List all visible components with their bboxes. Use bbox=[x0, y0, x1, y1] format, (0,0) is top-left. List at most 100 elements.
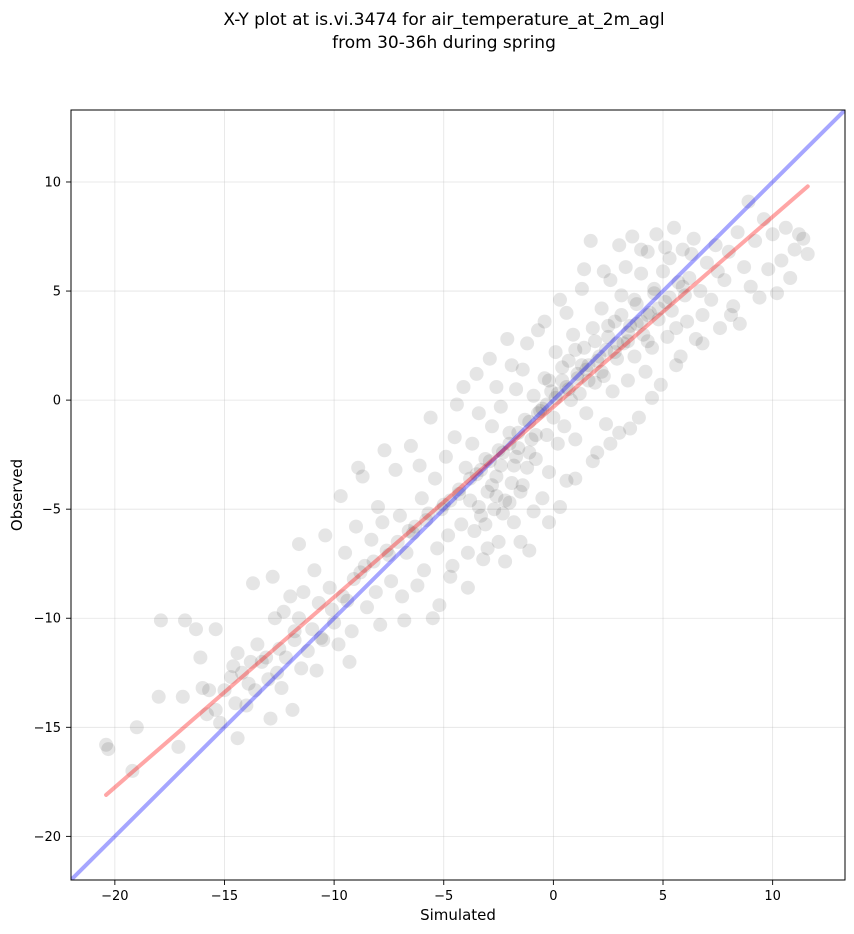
scatter-point bbox=[563, 393, 578, 408]
scatter-point bbox=[732, 316, 747, 331]
scatter-point bbox=[596, 264, 611, 279]
scatter-point bbox=[235, 665, 249, 680]
scatter-point bbox=[344, 624, 359, 639]
scatter-point bbox=[355, 469, 370, 484]
scatter-point bbox=[546, 410, 561, 425]
scatter-point bbox=[276, 604, 291, 619]
scatter-point bbox=[585, 321, 600, 336]
scatter-point bbox=[261, 672, 276, 687]
scatter-point bbox=[623, 318, 638, 333]
scatter-point bbox=[346, 572, 361, 586]
scatter-point bbox=[469, 467, 484, 482]
scatter-point bbox=[588, 334, 602, 349]
scatter-point bbox=[574, 358, 589, 373]
scatter-point bbox=[474, 462, 488, 477]
y-axis-label: Observed bbox=[8, 459, 26, 531]
scatter-point bbox=[533, 404, 548, 418]
scatter-point bbox=[493, 458, 508, 473]
scatter-point bbox=[129, 720, 144, 735]
scatter-point bbox=[401, 524, 416, 538]
scatter-point bbox=[522, 543, 537, 558]
scatter-point bbox=[522, 445, 537, 460]
scatter-point bbox=[704, 292, 719, 307]
scatter-point bbox=[535, 491, 550, 506]
y-tick-label: −10 bbox=[34, 612, 61, 627]
scatter-point bbox=[248, 683, 263, 698]
scatter-point bbox=[682, 271, 697, 285]
scatter-point bbox=[414, 491, 429, 506]
scatter-point bbox=[388, 462, 403, 477]
scatter-point bbox=[478, 517, 493, 532]
scatter-point bbox=[463, 493, 478, 508]
scatter-point bbox=[511, 425, 526, 440]
scatter-point bbox=[384, 574, 399, 589]
scatter-point bbox=[469, 366, 484, 381]
scatter-point bbox=[695, 336, 710, 351]
scatter-point bbox=[274, 681, 289, 695]
scatter-point bbox=[623, 421, 638, 436]
scatter-point bbox=[379, 543, 394, 558]
scatter-point bbox=[311, 596, 326, 610]
scatter-point bbox=[487, 502, 502, 517]
scatter-point bbox=[618, 260, 633, 275]
scatter-point bbox=[612, 425, 627, 440]
scatter-point bbox=[447, 430, 462, 445]
scatter-point bbox=[528, 428, 543, 442]
scatter-point bbox=[588, 375, 602, 390]
scatter-point bbox=[783, 271, 798, 285]
scatter-point bbox=[438, 449, 453, 464]
scatter-point bbox=[443, 569, 458, 584]
scatter-point bbox=[491, 534, 506, 549]
scatter-point bbox=[572, 386, 587, 401]
scatter-point bbox=[368, 585, 383, 600]
scatter-point bbox=[263, 711, 278, 726]
scatter-point bbox=[796, 231, 811, 246]
scatter-point bbox=[509, 449, 524, 464]
scatter-point bbox=[778, 220, 793, 235]
scatter-point bbox=[432, 598, 447, 613]
chart-title-line-1: X-Y plot at is.vi.3474 for air_temperatu… bbox=[223, 10, 664, 30]
scatter-point bbox=[243, 654, 258, 669]
scatter-point bbox=[557, 419, 572, 434]
scatter-point bbox=[535, 401, 550, 416]
scatter-point bbox=[349, 519, 363, 534]
scatter-point bbox=[548, 390, 563, 405]
scatter-point bbox=[467, 524, 482, 538]
scatter-point bbox=[456, 380, 471, 394]
scatter-point bbox=[680, 314, 695, 329]
scatter-point bbox=[574, 281, 589, 296]
scatter-point bbox=[620, 325, 635, 340]
scatter-point bbox=[555, 373, 570, 388]
scatter-point bbox=[502, 436, 517, 451]
scatter-point bbox=[408, 519, 423, 534]
x-tick-label: −5 bbox=[434, 889, 453, 904]
scatter-point bbox=[548, 345, 563, 360]
scatter-point bbox=[599, 417, 613, 432]
scatter-point bbox=[559, 305, 574, 320]
scatter-point bbox=[230, 731, 245, 746]
scatter-point bbox=[568, 432, 583, 447]
scatter-point bbox=[570, 371, 585, 386]
scatter-point bbox=[686, 231, 701, 246]
chart-title-line-2: from 30-36h during spring bbox=[332, 33, 556, 53]
x-tick-label: 10 bbox=[764, 889, 781, 904]
scatter-point bbox=[787, 242, 802, 257]
scatter-point bbox=[708, 238, 723, 253]
scatter-point bbox=[634, 242, 649, 257]
x-tick-label: 0 bbox=[549, 889, 557, 904]
scatter-point bbox=[498, 493, 513, 508]
scatter-point bbox=[338, 545, 353, 560]
scatter-point bbox=[601, 329, 616, 344]
scatter-point bbox=[526, 504, 541, 519]
scatter-point bbox=[327, 615, 342, 630]
scatter-point bbox=[688, 332, 703, 346]
scatter-point bbox=[314, 630, 328, 645]
scatter-point bbox=[770, 286, 784, 301]
scatter-point bbox=[528, 452, 543, 466]
scatter-point bbox=[662, 251, 677, 266]
scatter-point bbox=[485, 478, 499, 493]
scatter-point bbox=[259, 650, 274, 665]
scatter-point bbox=[649, 227, 664, 242]
scatter-point bbox=[645, 390, 659, 405]
